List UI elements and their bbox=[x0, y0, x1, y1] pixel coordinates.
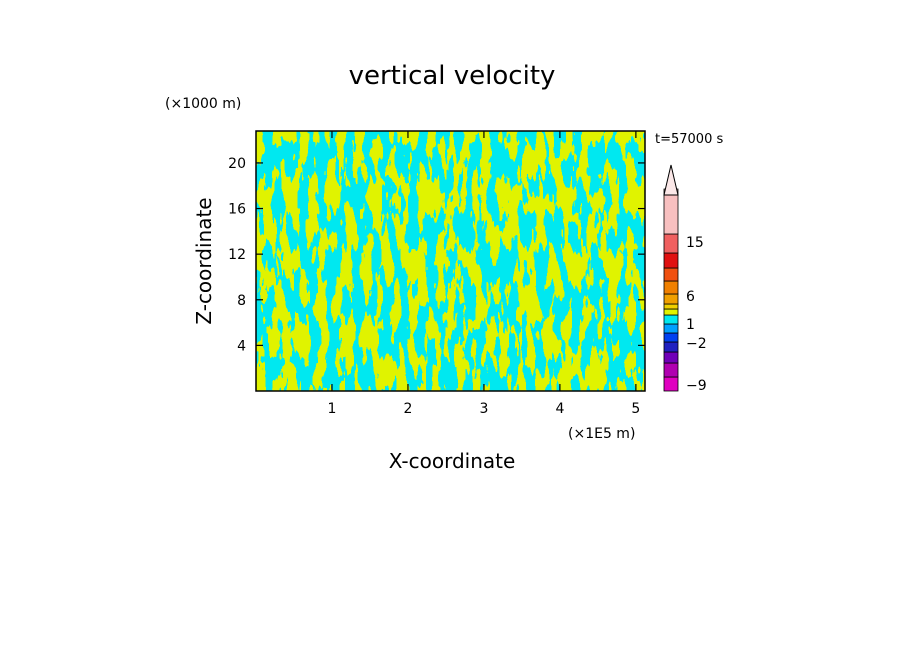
colorbar-segment bbox=[663, 376, 679, 392]
x-tick-label: 1 bbox=[328, 401, 337, 417]
y-axis-label: Z-coordinate bbox=[192, 197, 216, 324]
chart-title: vertical velocity bbox=[349, 61, 556, 91]
colorbar-label: −9 bbox=[686, 378, 707, 394]
x-unit-label: (×1E5 m) bbox=[568, 426, 635, 442]
y-axis-ticks: 4 8 12 16 20 bbox=[228, 156, 645, 354]
colorbar-segment bbox=[663, 351, 679, 364]
y-tick-label: 8 bbox=[237, 293, 246, 309]
x-tick-label: 4 bbox=[555, 401, 564, 417]
colorbar-label: 1 bbox=[686, 317, 695, 333]
x-tick-label: 5 bbox=[631, 401, 640, 417]
colorbar-segment bbox=[663, 323, 679, 334]
colorbar-segment bbox=[663, 252, 679, 269]
colorbar-segment bbox=[663, 233, 679, 254]
x-axis-ticks: 1 2 3 4 5 bbox=[328, 131, 640, 417]
colorbar-segment bbox=[663, 280, 679, 295]
colorbar-label: −2 bbox=[686, 336, 707, 352]
colorbar-segment bbox=[663, 362, 679, 378]
x-tick-label: 3 bbox=[479, 401, 488, 417]
colorbar-segment bbox=[663, 308, 679, 316]
y-tick-label: 4 bbox=[237, 338, 246, 354]
x-tick-label: 2 bbox=[403, 401, 412, 417]
x-axis-label: X-coordinate bbox=[389, 449, 516, 473]
colorbar: 15 6 1 −2 −9 bbox=[663, 164, 707, 394]
time-label: t=57000 s bbox=[655, 132, 723, 147]
colorbar-label: 6 bbox=[686, 289, 695, 305]
colorbar-segment bbox=[663, 303, 679, 310]
y-unit-label: (×1000 m) bbox=[165, 96, 241, 112]
y-tick-label: 20 bbox=[228, 156, 246, 172]
colorbar-segment bbox=[663, 314, 679, 325]
colorbar-segment bbox=[663, 332, 679, 343]
y-tick-label: 12 bbox=[228, 247, 246, 263]
colorbar-label: 15 bbox=[686, 235, 704, 251]
colorbar-segment bbox=[663, 293, 679, 305]
plot-frame bbox=[255, 130, 646, 392]
colorbar-segment bbox=[663, 188, 679, 235]
colorbar-segment bbox=[663, 341, 679, 353]
y-tick-label: 16 bbox=[228, 202, 246, 218]
heatmap-field bbox=[256, 131, 645, 391]
colorbar-extension-arrow bbox=[663, 164, 679, 196]
colorbar-segment bbox=[663, 267, 679, 282]
